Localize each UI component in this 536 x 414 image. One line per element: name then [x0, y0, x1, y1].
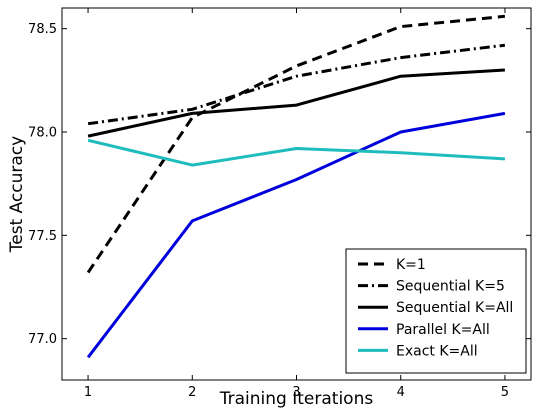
x-axis-label: Training Iterations — [219, 389, 374, 409]
x-tick-label: 1 — [84, 385, 92, 400]
legend-label-2: Sequential K=5 — [396, 279, 505, 295]
x-tick-label: 5 — [501, 385, 509, 400]
y-axis-label: Test Accuracy — [7, 136, 27, 254]
series-line-3 — [87, 68, 505, 138]
x-tick-label: 4 — [397, 385, 405, 400]
legend: K=1 Sequential K=5 Sequential K=All Paralle… — [345, 248, 527, 374]
legend-label-3: Sequential K=All — [396, 300, 513, 316]
ticks-layer: 1 2 3 4 5 77.0 77.5 78.0 78.5 — [28, 8, 531, 400]
y-tick-label: 78.0 — [28, 126, 57, 141]
series-line-1 — [86, 14, 506, 274]
x-tick-label: 3 — [292, 385, 300, 400]
legend-label-1: K=1 — [396, 257, 426, 273]
series-line-5 — [87, 138, 505, 167]
y-tick-label: 77.5 — [28, 229, 57, 244]
legend-label-4: Parallel K=All — [396, 322, 490, 338]
y-tick-label: 78.5 — [28, 22, 57, 37]
series-line-2 — [87, 43, 506, 126]
x-tick-label: 2 — [188, 385, 196, 400]
y-tick-label: 77.0 — [28, 332, 57, 347]
series-layer — [86, 14, 506, 359]
legend-box — [345, 248, 527, 374]
series-line-4 — [86, 111, 506, 359]
legend-label-5: Exact K=All — [396, 343, 478, 359]
